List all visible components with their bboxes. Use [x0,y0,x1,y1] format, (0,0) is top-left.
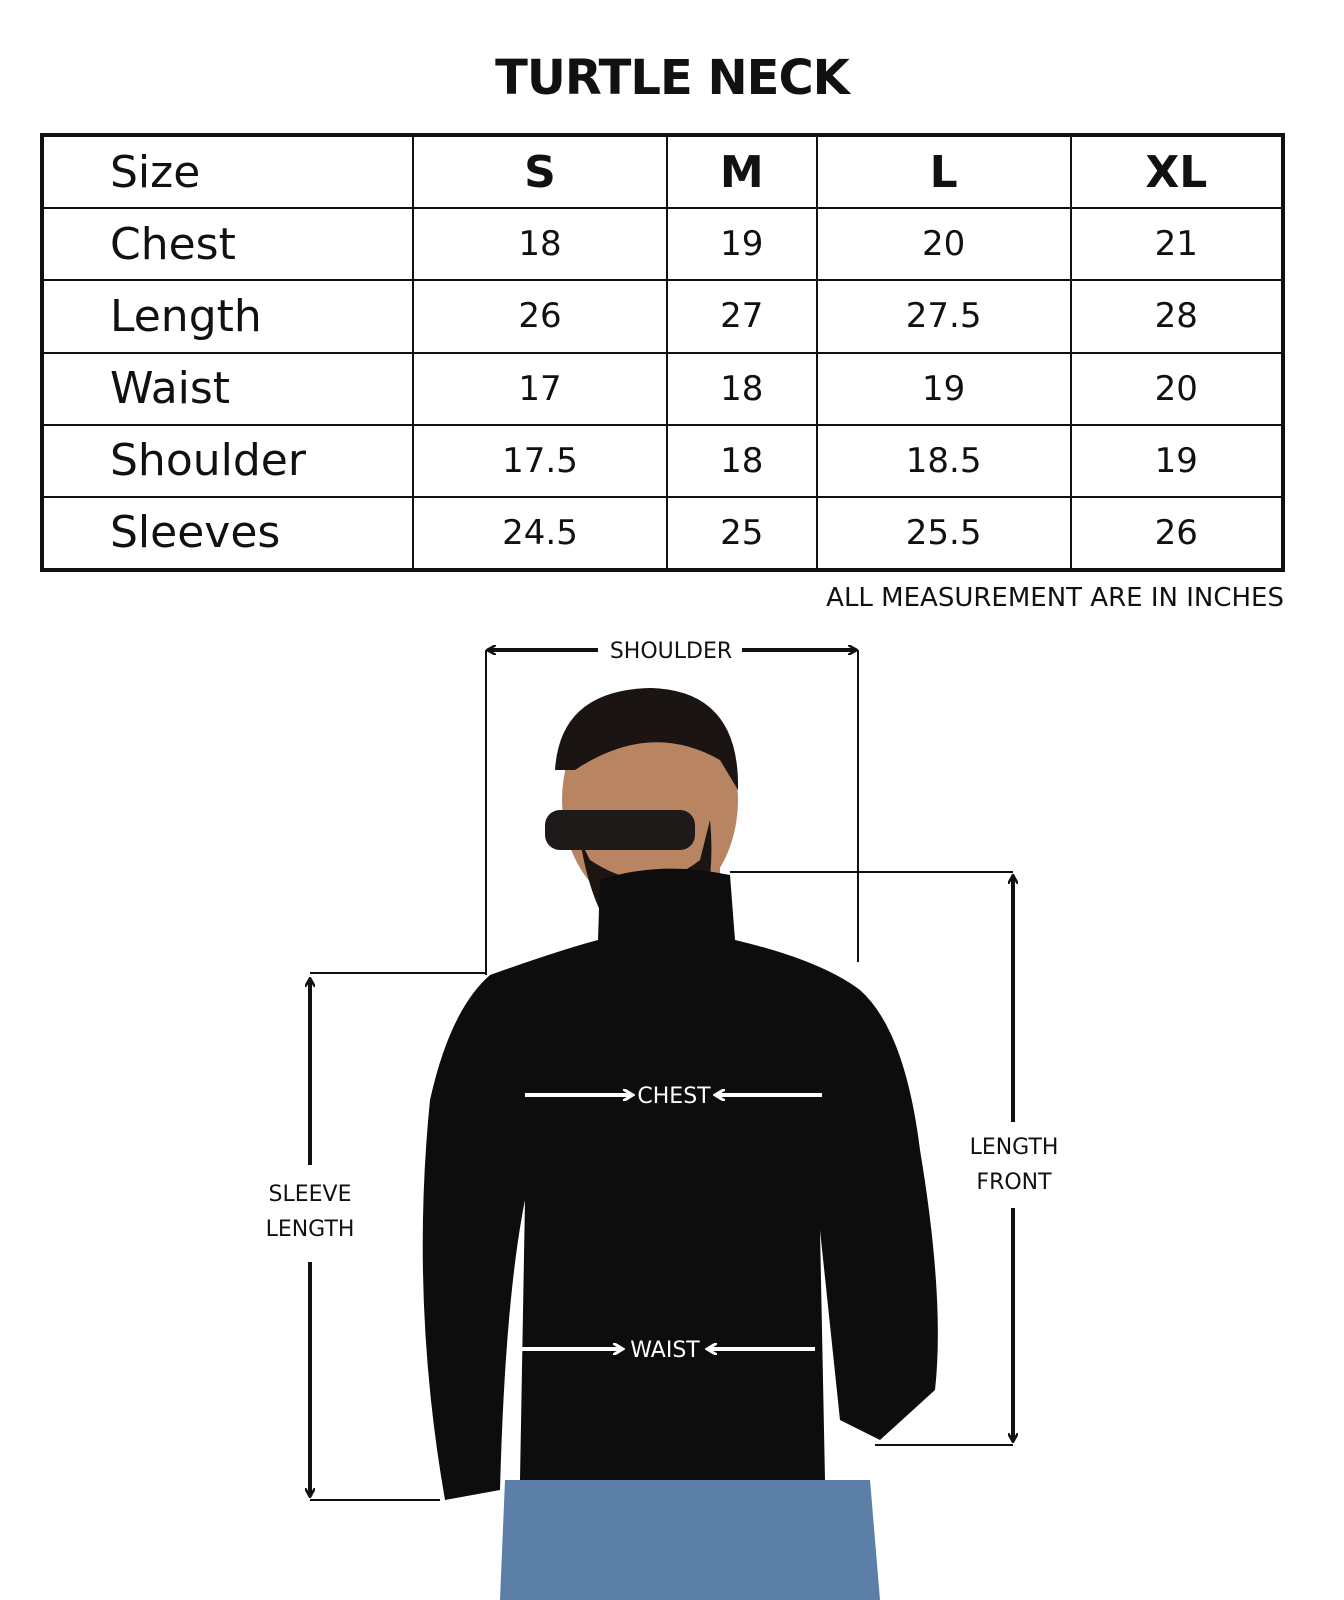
cell: 18 [665,423,818,498]
page-title: TURTLE NECK [495,50,850,106]
cell: 19 [815,351,1072,426]
waist-label: WAIST [630,1338,700,1363]
cell: 25.5 [815,495,1072,572]
cell: 19 [1069,423,1285,498]
cell: 26 [412,279,668,354]
length-label: LENGTH [970,1135,1059,1160]
jeans [500,1480,880,1600]
row-label: Length [41,279,414,354]
cell: 20 [1069,351,1285,426]
table-row: Chest 18 19 20 21 [41,207,1285,282]
row-label: Sleeves [41,495,414,572]
sleeve-label: LENGTH [266,1217,355,1242]
cell: 19 [665,207,818,282]
size-chart-table: Size S M L XL Chest 18 19 20 21 Length 26 27 27… [40,133,1285,572]
cell: 18 [665,351,818,426]
row-label: Waist [41,351,414,426]
cell: 17.5 [412,423,668,498]
measurement-note: ALL MEASUREMENT ARE IN INCHES [826,583,1284,613]
table-row: Shoulder 17.5 18 18.5 19 [41,423,1285,498]
row-label: Shoulder [41,423,414,498]
header-cell: S [412,133,668,210]
chest-label: CHEST [637,1084,711,1109]
cell: 25 [665,495,818,572]
header-cell: Size [41,133,414,210]
row-label: Chest [41,207,414,282]
cell: 24.5 [412,495,668,572]
cell: 26 [1069,495,1285,572]
table-row: Sleeves 24.5 25 25.5 26 [41,495,1285,572]
cell: 18.5 [815,423,1072,498]
length-label: FRONT [976,1170,1052,1195]
table-row: Waist 17 18 19 20 [41,351,1285,426]
cell: 28 [1069,279,1285,354]
cell: 27 [665,279,818,354]
table-header-row: Size S M L XL [41,133,1285,210]
table-row: Length 26 27 27.5 28 [41,279,1285,354]
header-cell: M [665,133,818,210]
cell: 27.5 [815,279,1072,354]
header-cell: XL [1069,133,1285,210]
hair [555,688,739,790]
sweater [422,868,938,1500]
shoulder-label: SHOULDER [610,639,732,664]
sleeve-label: SLEEVE [269,1182,352,1207]
header-cell: L [815,133,1072,210]
cell: 17 [412,351,668,426]
cell: 18 [412,207,668,282]
model-illustration [422,688,938,1600]
cell: 21 [1069,207,1285,282]
sunglasses [545,810,695,850]
cell: 20 [815,207,1072,282]
